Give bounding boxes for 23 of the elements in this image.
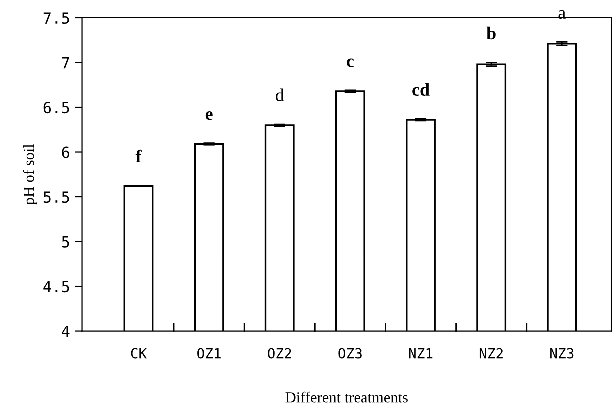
y-tick-label: 5.5: [44, 192, 70, 204]
y-tick-label: 4.5: [44, 281, 70, 293]
annotation: cd: [412, 83, 430, 96]
y-tick-label: 6: [62, 146, 70, 158]
y-tick-label: 7.5: [44, 12, 70, 24]
x-tick-label: NZ2: [480, 348, 503, 359]
annotation: d: [276, 88, 284, 102]
annotation: b: [486, 26, 496, 40]
annotation: f: [136, 150, 142, 163]
x-tick-label: OZ3: [338, 348, 362, 359]
y-tick-label: 5: [62, 236, 70, 248]
x-tick-label: NZ3: [550, 348, 574, 359]
annotation: c: [347, 58, 354, 68]
y-tick-label: 7: [62, 57, 70, 69]
x-tick-label: OZ2: [268, 348, 292, 359]
annotation: e: [206, 112, 213, 120]
y-tick-label: 4: [62, 326, 70, 338]
x-tick-label: NZ1: [409, 348, 433, 359]
x-tick-label: OZ1: [198, 348, 221, 359]
y-tick-label: 6.5: [44, 102, 70, 114]
x-tick-label: CK: [131, 348, 148, 359]
x-axis-title: Different treatments: [286, 392, 408, 403]
y-axis-title: pH of soil: [23, 144, 38, 205]
